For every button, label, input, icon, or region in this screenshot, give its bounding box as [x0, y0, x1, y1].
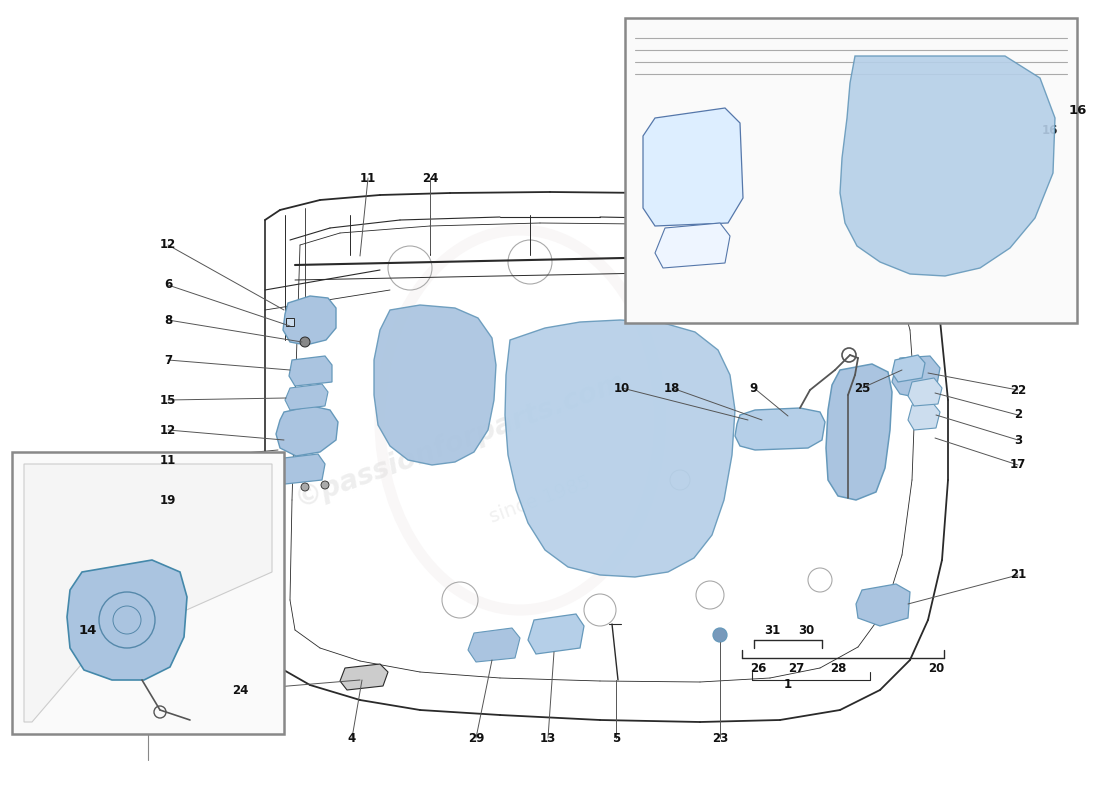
Polygon shape [892, 355, 925, 382]
Polygon shape [654, 223, 730, 268]
Text: 1: 1 [784, 678, 792, 691]
Polygon shape [735, 408, 825, 450]
Polygon shape [826, 364, 892, 500]
Polygon shape [908, 402, 940, 430]
Text: 11: 11 [360, 171, 376, 185]
Bar [625, 18, 1077, 323]
Polygon shape [285, 384, 328, 410]
Text: 25: 25 [854, 382, 870, 394]
Text: 16: 16 [1069, 103, 1087, 117]
Circle shape [300, 337, 310, 347]
Polygon shape [528, 614, 584, 654]
Polygon shape [644, 108, 743, 226]
Polygon shape [908, 378, 942, 406]
Text: 28: 28 [829, 662, 846, 674]
Text: 17: 17 [1010, 458, 1026, 471]
Text: 23: 23 [712, 731, 728, 745]
Text: 2: 2 [1014, 409, 1022, 422]
Text: 12: 12 [160, 423, 176, 437]
Text: 21: 21 [1010, 569, 1026, 582]
Circle shape [301, 483, 309, 491]
Text: 6: 6 [164, 278, 172, 291]
Text: 30: 30 [798, 623, 814, 637]
Text: since 1985: since 1985 [486, 473, 593, 527]
Polygon shape [374, 305, 496, 465]
Polygon shape [24, 464, 272, 722]
Text: 15: 15 [160, 394, 176, 406]
Text: 24: 24 [232, 683, 249, 697]
Text: 24: 24 [421, 171, 438, 185]
Text: 27: 27 [788, 662, 804, 674]
Text: 13: 13 [540, 731, 557, 745]
Text: 18: 18 [663, 382, 680, 394]
Polygon shape [856, 584, 910, 626]
Text: 26: 26 [750, 662, 767, 674]
Text: 14: 14 [80, 623, 96, 637]
Text: 5: 5 [612, 731, 620, 745]
Text: 12: 12 [160, 238, 176, 251]
Polygon shape [892, 356, 940, 398]
Text: 31: 31 [763, 623, 780, 637]
Text: 3: 3 [1014, 434, 1022, 446]
Text: 4: 4 [348, 731, 356, 745]
Polygon shape [67, 560, 187, 680]
Bar [286, 318, 294, 326]
Polygon shape [276, 406, 338, 456]
Text: 16: 16 [1042, 123, 1058, 137]
Text: ©passionforparts.com: ©passionforparts.com [290, 367, 629, 513]
Text: 8: 8 [164, 314, 172, 326]
Polygon shape [468, 628, 520, 662]
Polygon shape [289, 356, 332, 386]
Polygon shape [505, 320, 735, 577]
Text: 9: 9 [750, 382, 758, 394]
Text: 14: 14 [79, 623, 97, 637]
Polygon shape [840, 56, 1055, 276]
Circle shape [713, 628, 727, 642]
Text: 22: 22 [1010, 383, 1026, 397]
Polygon shape [340, 664, 388, 690]
Text: 7: 7 [164, 354, 172, 366]
Polygon shape [280, 454, 324, 484]
Text: 10: 10 [614, 382, 630, 394]
Circle shape [321, 481, 329, 489]
Polygon shape [283, 296, 336, 345]
Text: 20: 20 [928, 662, 944, 674]
Text: 19: 19 [160, 494, 176, 506]
Text: 11: 11 [160, 454, 176, 466]
Bar [12, 452, 284, 734]
Text: 29: 29 [468, 731, 484, 745]
